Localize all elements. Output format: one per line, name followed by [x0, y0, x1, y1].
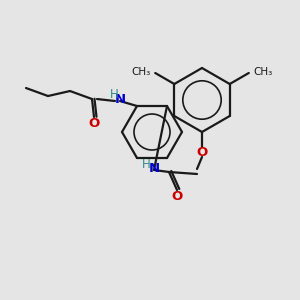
- Text: CH₃: CH₃: [131, 67, 150, 77]
- Text: O: O: [88, 116, 100, 130]
- Text: O: O: [171, 190, 183, 202]
- Text: H: H: [142, 158, 150, 170]
- Text: CH₃: CH₃: [254, 67, 273, 77]
- Text: H: H: [110, 88, 118, 100]
- Text: O: O: [196, 146, 208, 158]
- Text: N: N: [148, 161, 160, 175]
- Text: N: N: [114, 92, 126, 106]
